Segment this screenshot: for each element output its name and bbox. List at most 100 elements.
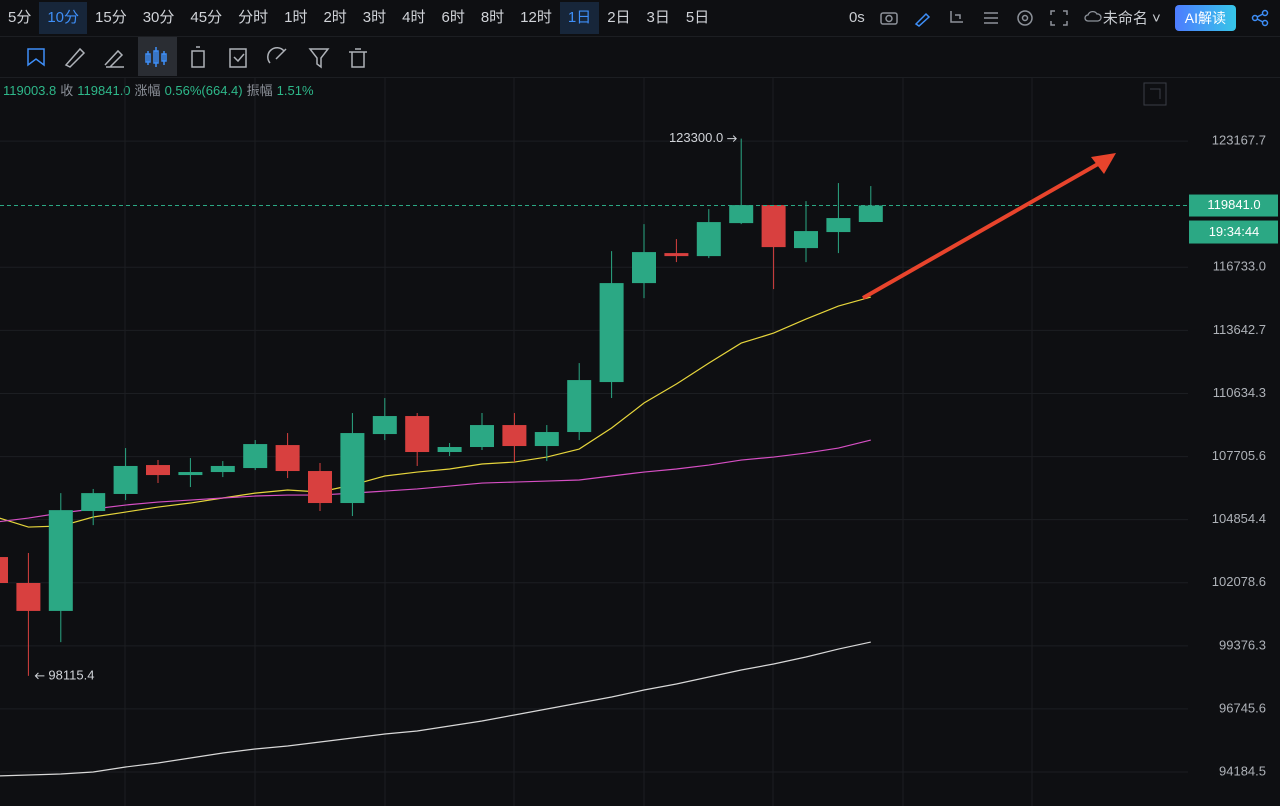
interval-tab[interactable]: 10分 bbox=[39, 1, 88, 34]
tool-note[interactable] bbox=[229, 48, 247, 68]
fullscreen-icon[interactable] bbox=[1049, 9, 1069, 27]
menu-icon[interactable] bbox=[981, 9, 1001, 27]
tool-select[interactable] bbox=[27, 48, 45, 67]
candle-body bbox=[275, 445, 300, 472]
y-tick-label: 94184.5 bbox=[1219, 763, 1266, 778]
moving-average bbox=[0, 296, 871, 528]
interval-tab[interactable]: 4时 bbox=[402, 8, 426, 26]
interval-tab[interactable]: 5分 bbox=[8, 8, 32, 26]
interval-tab[interactable]: 30分 bbox=[142, 8, 175, 26]
candle-body bbox=[48, 510, 73, 611]
candle-body bbox=[210, 465, 235, 473]
candle-body bbox=[146, 465, 170, 476]
y-tick-label: 96745.6 bbox=[1219, 700, 1266, 715]
tool-magnet[interactable] bbox=[267, 47, 287, 64]
interval-tab[interactable]: 8时 bbox=[480, 8, 505, 26]
tool-filter[interactable] bbox=[308, 48, 330, 69]
moving-average bbox=[0, 439, 871, 523]
candle-body bbox=[826, 218, 851, 233]
info-amplitude-label: 振幅 bbox=[246, 83, 273, 98]
y-tick-label: 110634.3 bbox=[1213, 385, 1266, 400]
y-tick-label: 102078.6 bbox=[1212, 574, 1266, 589]
candle-body bbox=[794, 231, 818, 249]
y-tick-label: 104854.4 bbox=[1212, 511, 1266, 526]
candle-body bbox=[696, 222, 721, 257]
high-arrow bbox=[727, 135, 737, 142]
candle-body bbox=[502, 425, 527, 447]
interval-tab[interactable]: 15分 bbox=[95, 8, 127, 26]
y-tick-label: 107705.6 bbox=[1212, 448, 1266, 463]
candle-body bbox=[632, 252, 656, 284]
tool-candles[interactable] bbox=[145, 47, 167, 67]
drawing-toolbar bbox=[0, 36, 1280, 78]
candle-body bbox=[340, 433, 365, 504]
interval-tab[interactable]: 6时 bbox=[441, 8, 465, 26]
candle-body bbox=[534, 432, 559, 447]
top-right-bar: 0s 未命名 ˅ AI解读 bbox=[849, 0, 1280, 35]
candle-body bbox=[761, 205, 786, 248]
interval-tab[interactable]: 1日 bbox=[559, 1, 600, 34]
interval-tab[interactable]: 3日 bbox=[646, 8, 670, 26]
draw-icon[interactable] bbox=[913, 9, 933, 27]
candle-body bbox=[470, 425, 494, 448]
candle-body bbox=[567, 380, 592, 433]
candle-body bbox=[178, 472, 203, 476]
tool-template[interactable] bbox=[191, 46, 205, 68]
y-tick-label: 116733.0 bbox=[1213, 259, 1266, 274]
info-close-label: 收 bbox=[60, 83, 74, 98]
low-label: 98115.4 bbox=[48, 667, 94, 682]
info-change-label: 涨幅 bbox=[134, 83, 161, 98]
share-icon[interactable] bbox=[1250, 9, 1270, 27]
price-tag bbox=[1189, 194, 1278, 217]
interval-tab[interactable]: 1时 bbox=[284, 8, 308, 26]
zoom-icon-mark bbox=[1150, 88, 1161, 99]
drawn-arrow-head bbox=[1091, 153, 1116, 174]
info-amplitude: 1.51% bbox=[276, 83, 314, 98]
tool-delete[interactable] bbox=[349, 48, 367, 68]
candle-body bbox=[308, 471, 332, 504]
candle-body bbox=[599, 283, 624, 383]
camera-icon[interactable] bbox=[879, 9, 899, 27]
candle-body bbox=[858, 205, 883, 223]
high-label: 123300.0 bbox=[669, 130, 723, 145]
y-tick-label: 113642.7 bbox=[1213, 322, 1266, 337]
info-close: 119841.0 bbox=[77, 83, 131, 98]
countdown-tag bbox=[1189, 220, 1278, 244]
drawn-arrow bbox=[862, 154, 1113, 300]
y-tick-label: 99376.3 bbox=[1219, 637, 1266, 652]
timer[interactable]: 0s bbox=[848, 9, 865, 26]
tool-pen[interactable] bbox=[104, 49, 124, 68]
ai-button[interactable]: AI解读 bbox=[1174, 4, 1236, 31]
candle-body bbox=[0, 557, 8, 584]
price-tag-text: 119841.0 bbox=[1207, 197, 1260, 212]
candle-body bbox=[437, 447, 462, 453]
layout-name-text: 未命名 bbox=[1102, 10, 1148, 27]
interval-tab[interactable]: 45分 bbox=[190, 8, 223, 26]
interval-tab[interactable]: 12时 bbox=[520, 8, 552, 26]
ohlc-info: 119003.8 收 119841.0 涨幅 0.56%(664.4) 振幅 1.51% bbox=[3, 80, 314, 99]
cloud-icon bbox=[1084, 10, 1102, 22]
layout-name[interactable]: 未命名 ˅ bbox=[1083, 7, 1161, 28]
candle-body bbox=[16, 583, 41, 611]
crop-icon[interactable] bbox=[947, 9, 967, 27]
zoom-icon[interactable] bbox=[1143, 82, 1167, 106]
interval-tab[interactable]: 2时 bbox=[323, 8, 347, 26]
interval-tab[interactable]: 3时 bbox=[362, 8, 387, 26]
interval-tab[interactable]: 2日 bbox=[607, 8, 631, 26]
candle-body bbox=[664, 253, 689, 257]
interval-tab[interactable]: 分时 bbox=[238, 8, 269, 26]
candle-body bbox=[729, 205, 754, 224]
tool-ruler[interactable] bbox=[64, 47, 86, 68]
low-arrow bbox=[34, 672, 45, 680]
moving-average bbox=[0, 641, 871, 777]
interval-tab[interactable]: 5日 bbox=[685, 8, 710, 26]
info-open: 119003.8 bbox=[3, 83, 57, 98]
settings-icon[interactable] bbox=[1015, 9, 1035, 27]
info-change: 0.56%(664.4) bbox=[164, 83, 243, 98]
y-tick-label: 123167.7 bbox=[1212, 133, 1266, 148]
candle-body bbox=[243, 444, 268, 469]
countdown-text: 19:34:44 bbox=[1209, 224, 1260, 239]
candle-body bbox=[405, 416, 430, 453]
candle-body bbox=[81, 493, 106, 512]
